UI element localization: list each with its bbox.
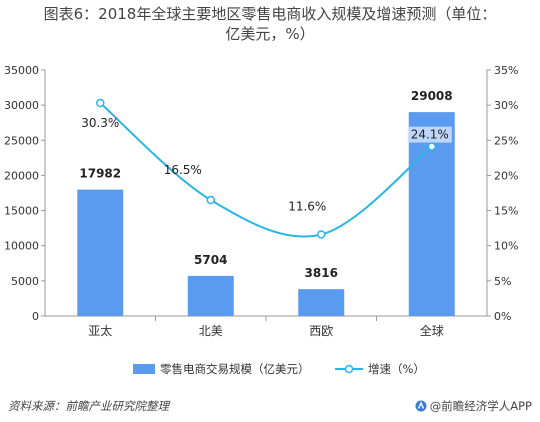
growth-value-label: 16.5% bbox=[164, 163, 202, 177]
bar-value-label: 3816 bbox=[305, 266, 338, 280]
legend-line-label: 增速（%） bbox=[368, 362, 425, 376]
y-left-tick-label: 0 bbox=[32, 310, 39, 323]
legend-bar-label: 零售电商交易规模（亿美元） bbox=[160, 362, 310, 376]
chart-title-line-1: 图表6：2018年全球主要地区零售电商收入规模及增速预测（单位： bbox=[43, 5, 497, 23]
x-tick-label: 亚太 bbox=[88, 323, 112, 338]
bar-value-label: 29008 bbox=[411, 89, 453, 103]
growth-point bbox=[206, 195, 215, 205]
chart-title-line-2: 亿美元，%） bbox=[225, 25, 315, 43]
x-tick-label: 西欧 bbox=[309, 324, 333, 338]
brand-text: @前瞻经济学人APP bbox=[429, 399, 532, 413]
bar bbox=[298, 289, 345, 316]
y-left-tick-label: 35000 bbox=[4, 64, 39, 77]
bar bbox=[77, 189, 124, 316]
brand-logo-icon bbox=[415, 400, 427, 412]
y-right-tick-label: 25% bbox=[494, 134, 518, 147]
legend-bar-swatch bbox=[133, 364, 155, 374]
brand-credit: @前瞻经济学人APP bbox=[415, 398, 532, 414]
y-right-tick-label: 30% bbox=[494, 99, 518, 112]
growth-value-label: 30.3% bbox=[81, 116, 119, 130]
y-left-tick-label: 30000 bbox=[4, 99, 39, 112]
y-left-tick-label: 15000 bbox=[4, 205, 39, 218]
y-left-tick-label: 25000 bbox=[4, 134, 39, 147]
growth-label-backdrop bbox=[407, 126, 452, 143]
legend-line-marker bbox=[344, 364, 354, 374]
y-right-tick-label: 35% bbox=[494, 64, 518, 77]
chart-title: 图表6：2018年全球主要地区零售电商收入规模及增速预测（单位： 亿美元，%） bbox=[10, 4, 530, 44]
growth-point bbox=[427, 142, 436, 151]
growth-value-label: 11.6% bbox=[288, 199, 326, 213]
y-right-tick-label: 20% bbox=[494, 169, 518, 182]
bar-value-label: 5704 bbox=[194, 253, 227, 267]
source-note: 资料来源：前瞻产业研究院整理 bbox=[8, 399, 169, 413]
growth-point bbox=[96, 98, 105, 108]
x-tick-label: 北美 bbox=[199, 324, 223, 338]
y-right-tick-label: 10% bbox=[494, 240, 518, 253]
y-right-tick-label: 0% bbox=[494, 310, 511, 323]
y-left-tick-label: 5000 bbox=[11, 275, 39, 288]
bar-value-label: 17982 bbox=[79, 167, 121, 181]
chart-svg: 0 5000 10000 15000 20000 25000 30000 35000 0% 5% 1… bbox=[4, 64, 518, 376]
y-left-tick-label: 20000 bbox=[4, 169, 39, 182]
y-right-tick-label: 15% bbox=[494, 205, 518, 218]
y-left-tick-label: 10000 bbox=[4, 240, 39, 253]
growth-value-label: 24.1% bbox=[411, 128, 449, 142]
bar bbox=[187, 275, 234, 316]
x-tick-label: 全球 bbox=[420, 323, 444, 338]
growth-line bbox=[99, 102, 433, 238]
growth-point bbox=[317, 230, 326, 239]
footer: 资料来源：前瞻产业研究院整理 @前瞻经济学人APP bbox=[4, 396, 536, 416]
y-right-tick-label: 5% bbox=[494, 275, 511, 288]
